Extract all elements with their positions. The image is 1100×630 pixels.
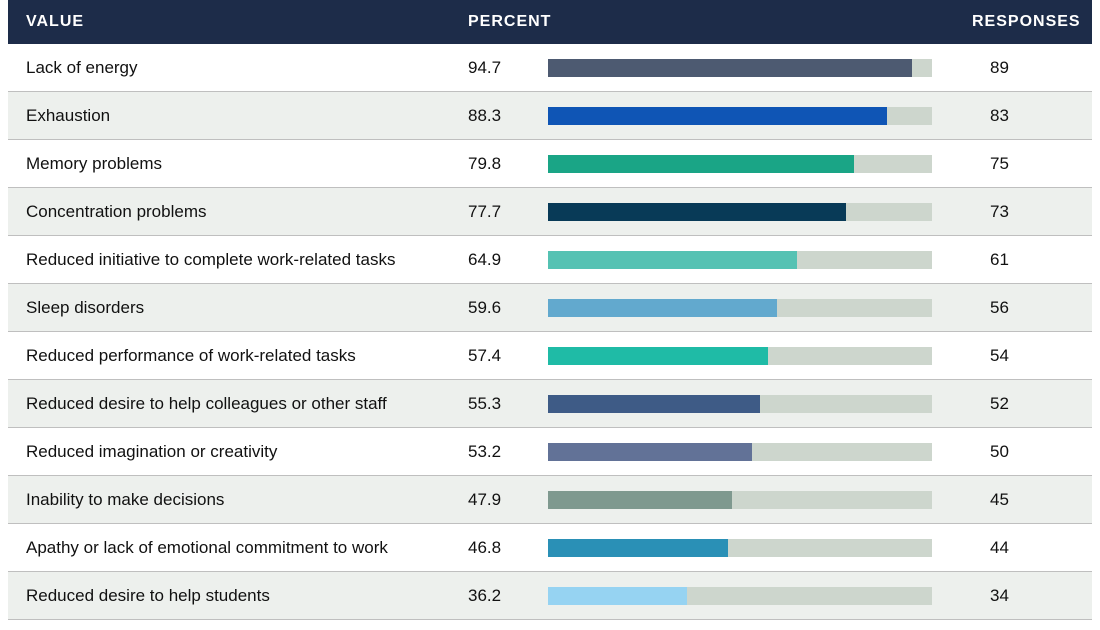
row-responses: 75 [972, 154, 1092, 174]
row-percent: 77.7 [468, 202, 548, 222]
bar-fill [548, 299, 777, 317]
row-label: Inability to make decisions [8, 490, 468, 510]
bar-track [548, 203, 932, 221]
table-row: Memory problems79.8 75 [8, 140, 1092, 188]
row-responses: 83 [972, 106, 1092, 126]
row-bar-cell [548, 587, 972, 605]
table-row: Lack of energy94.7 89 [8, 44, 1092, 92]
row-bar-cell [548, 155, 972, 173]
bar-track [548, 587, 932, 605]
row-bar-cell [548, 59, 972, 77]
row-bar-cell [548, 395, 972, 413]
bar-track [548, 299, 932, 317]
row-responses: 73 [972, 202, 1092, 222]
bar-fill [548, 155, 854, 173]
row-label: Lack of energy [8, 58, 468, 78]
header-percent: PERCENT [468, 13, 548, 31]
bar-track [548, 491, 932, 509]
row-label: Reduced desire to help colleagues or oth… [8, 394, 468, 414]
bar-fill [548, 395, 760, 413]
table-row: Reduced imagination or creativity53.2 50 [8, 428, 1092, 476]
row-percent: 79.8 [468, 154, 548, 174]
row-responses: 54 [972, 346, 1092, 366]
table-row: Reduced desire to help colleagues or oth… [8, 380, 1092, 428]
bar-fill [548, 107, 887, 125]
row-percent: 36.2 [468, 586, 548, 606]
row-percent: 88.3 [468, 106, 548, 126]
row-bar-cell [548, 203, 972, 221]
bar-track [548, 251, 932, 269]
row-percent: 64.9 [468, 250, 548, 270]
row-responses: 44 [972, 538, 1092, 558]
row-label: Memory problems [8, 154, 468, 174]
bar-track [548, 443, 932, 461]
bar-track [548, 539, 932, 557]
survey-table: VALUE PERCENT RESPONSES Lack of energy94… [0, 0, 1100, 630]
row-responses: 34 [972, 586, 1092, 606]
row-responses: 61 [972, 250, 1092, 270]
bar-fill [548, 251, 797, 269]
bar-fill [548, 491, 732, 509]
row-label: Sleep disorders [8, 298, 468, 318]
bar-fill [548, 347, 768, 365]
table-row: Inability to make decisions47.9 45 [8, 476, 1092, 524]
bar-fill [548, 443, 752, 461]
table-row: Apathy or lack of emotional commitment t… [8, 524, 1092, 572]
row-percent: 57.4 [468, 346, 548, 366]
row-label: Apathy or lack of emotional commitment t… [8, 538, 468, 558]
row-percent: 94.7 [468, 58, 548, 78]
row-responses: 89 [972, 58, 1092, 78]
bar-fill [548, 59, 912, 77]
row-bar-cell [548, 443, 972, 461]
table-header: VALUE PERCENT RESPONSES [8, 0, 1092, 44]
row-responses: 52 [972, 394, 1092, 414]
row-label: Reduced desire to help students [8, 586, 468, 606]
bar-fill [548, 587, 687, 605]
row-label: Reduced imagination or creativity [8, 442, 468, 462]
bar-track [548, 107, 932, 125]
bar-track [548, 395, 932, 413]
bar-fill [548, 203, 846, 221]
row-bar-cell [548, 299, 972, 317]
row-responses: 45 [972, 490, 1092, 510]
table-row: Reduced performance of work-related task… [8, 332, 1092, 380]
table-row: Exhaustion88.3 83 [8, 92, 1092, 140]
table-row: Reduced desire to help students36.2 34 [8, 572, 1092, 620]
bar-track [548, 155, 932, 173]
row-label: Concentration problems [8, 202, 468, 222]
row-percent: 46.8 [468, 538, 548, 558]
table-body: Lack of energy94.7 89 Exhaustion88.3 83 Memo… [8, 44, 1092, 620]
bar-fill [548, 539, 728, 557]
header-value: VALUE [8, 13, 468, 31]
row-bar-cell [548, 539, 972, 557]
bar-track [548, 59, 932, 77]
row-label: Exhaustion [8, 106, 468, 126]
row-bar-cell [548, 107, 972, 125]
table-row: Reduced initiative to complete work-rela… [8, 236, 1092, 284]
row-label: Reduced initiative to complete work-rela… [8, 250, 468, 270]
row-responses: 50 [972, 442, 1092, 462]
row-bar-cell [548, 347, 972, 365]
row-percent: 59.6 [468, 298, 548, 318]
header-responses: RESPONSES [972, 13, 1092, 31]
row-responses: 56 [972, 298, 1092, 318]
row-percent: 55.3 [468, 394, 548, 414]
row-bar-cell [548, 251, 972, 269]
row-percent: 53.2 [468, 442, 548, 462]
table-row: Sleep disorders59.6 56 [8, 284, 1092, 332]
row-label: Reduced performance of work-related task… [8, 346, 468, 366]
row-bar-cell [548, 491, 972, 509]
row-percent: 47.9 [468, 490, 548, 510]
table-row: Concentration problems77.7 73 [8, 188, 1092, 236]
bar-track [548, 347, 932, 365]
